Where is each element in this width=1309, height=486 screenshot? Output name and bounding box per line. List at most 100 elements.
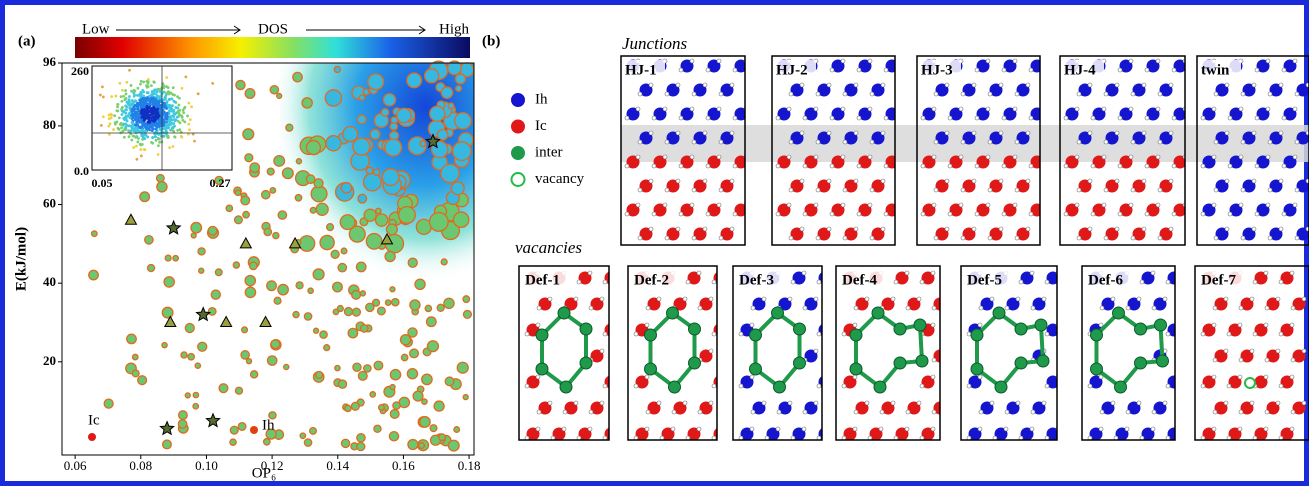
hydrogen <box>1129 203 1133 207</box>
density-blob <box>241 196 250 205</box>
x-tick-label: 0.12 <box>261 458 284 473</box>
structure-label: twin <box>1201 62 1230 78</box>
hydrogen <box>1005 306 1009 310</box>
inter-atom <box>645 363 657 375</box>
legend-label: Ih <box>535 91 548 107</box>
hydrogen <box>881 227 885 231</box>
hydrogen <box>679 164 683 168</box>
density-blob <box>308 288 313 293</box>
hydrogen <box>932 306 936 310</box>
inset-dot <box>145 98 148 101</box>
hydrogen <box>868 59 872 63</box>
inset-dot <box>187 123 190 126</box>
hydrogen <box>986 59 990 63</box>
inset-dot <box>168 117 171 120</box>
hydrogen <box>870 188 874 192</box>
hydrogen <box>920 280 924 284</box>
hydrogen <box>625 212 629 216</box>
hydrogen <box>972 83 976 87</box>
hydrogen <box>1016 401 1020 405</box>
hydrogen <box>842 384 846 388</box>
hydrogen <box>1013 107 1017 111</box>
hydrogen <box>1255 212 1259 216</box>
density-blob <box>195 363 200 368</box>
hydrogen <box>751 306 755 310</box>
hydrogen <box>730 227 734 231</box>
inset-dot <box>151 136 154 139</box>
density-blob <box>282 168 293 179</box>
hydrogen <box>906 410 910 414</box>
hydrogen <box>776 164 780 168</box>
inset-dot <box>157 138 160 141</box>
hydrogen <box>879 427 883 431</box>
hydrogen <box>789 188 793 192</box>
hydrogen <box>1140 280 1144 284</box>
hydrogen <box>1091 164 1095 168</box>
hydrogen <box>931 427 935 431</box>
hydrogen <box>1137 401 1141 405</box>
hydrogen <box>733 164 737 168</box>
hydrogen <box>1013 155 1017 159</box>
hydrogen <box>536 323 540 327</box>
hydrogen <box>1158 92 1162 96</box>
density-blob <box>274 156 285 167</box>
density-blob <box>299 236 315 252</box>
density-blob <box>199 268 204 273</box>
hydrogen <box>1268 188 1272 192</box>
hydrogen <box>663 107 667 111</box>
hydrogen <box>870 140 874 144</box>
hydrogen <box>884 116 888 120</box>
hydrogen <box>1279 179 1283 183</box>
legend-marker <box>512 120 525 133</box>
hydrogen <box>975 164 979 168</box>
density-blob <box>208 226 217 235</box>
hydrogen <box>1129 59 1133 63</box>
hydrogen <box>1276 401 1280 405</box>
density-blob <box>245 89 255 99</box>
hydrogen <box>1266 107 1270 111</box>
figure: (a) Low DOS High 0.050.270.0260 OP₆ E(kJ… <box>0 0 1309 486</box>
hydrogen <box>988 236 992 240</box>
density-blob <box>326 136 341 151</box>
hydrogen <box>634 332 638 336</box>
legend-marker <box>512 147 525 160</box>
hydrogen <box>830 212 834 216</box>
hydrogen <box>1279 131 1283 135</box>
hydrogen <box>1266 59 1270 63</box>
inset-dot <box>136 107 139 110</box>
section-title: Junctions <box>622 34 688 53</box>
hydrogen <box>712 332 716 336</box>
hydrogen <box>917 297 921 301</box>
hydrogen <box>652 164 656 168</box>
hydrogen <box>787 107 791 111</box>
inset-dot <box>128 124 131 127</box>
structure-label: Def-6 <box>1088 272 1123 288</box>
inter-atom <box>1135 357 1147 369</box>
hydrogen <box>932 203 936 207</box>
inter-atom <box>689 357 701 369</box>
density-blob <box>401 354 407 360</box>
hydrogen <box>1088 384 1092 388</box>
inset-dot <box>177 112 180 115</box>
hydrogen <box>1238 323 1242 327</box>
hydrogen <box>1029 116 1033 120</box>
density-blob <box>198 248 205 255</box>
hydrogen <box>589 410 593 414</box>
hydrogen <box>1282 212 1286 216</box>
hydrogen <box>762 297 766 301</box>
hydrogen <box>1239 155 1243 159</box>
hydrogen <box>1015 92 1019 96</box>
hydrogen <box>1252 227 1256 231</box>
hydrogen <box>1268 140 1272 144</box>
colorbar-low: Low <box>82 21 110 37</box>
inter-atom <box>894 323 906 335</box>
hydrogen <box>1255 116 1259 120</box>
hydrogen <box>600 349 604 353</box>
inter-atom <box>536 329 548 341</box>
density-blob <box>390 287 395 292</box>
hydrogen <box>692 236 696 240</box>
density-blob <box>274 297 281 304</box>
hydrogen <box>1075 155 1079 159</box>
density-blob <box>448 103 454 109</box>
density-blob <box>437 129 448 140</box>
